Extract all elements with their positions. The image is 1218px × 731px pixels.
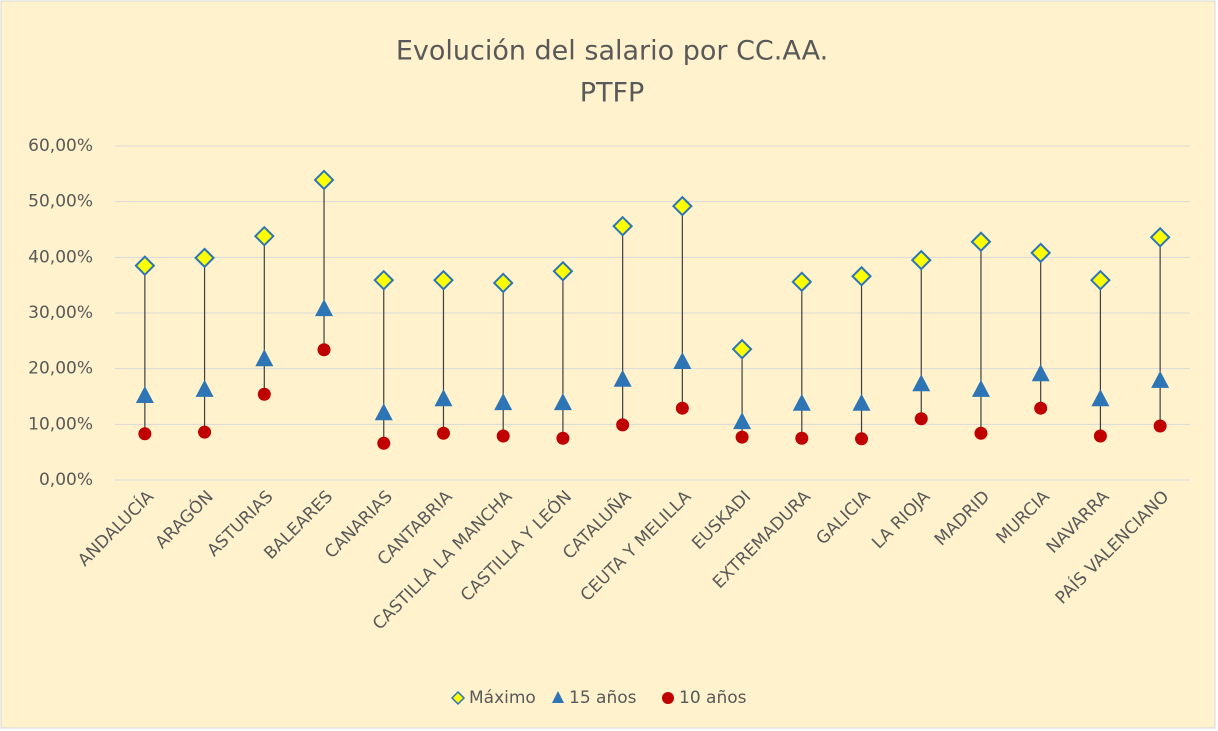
marker [198, 425, 212, 439]
marker [852, 393, 871, 411]
marker [253, 225, 275, 247]
y-tick-label: 20,00% [28, 359, 93, 379]
legend-marker [450, 690, 466, 706]
marker [135, 385, 154, 403]
marker [556, 431, 570, 445]
marker [436, 426, 450, 440]
marker [613, 369, 632, 387]
marker [974, 426, 988, 440]
marker [673, 351, 692, 369]
y-tick-label: 60,00% [28, 136, 93, 156]
marker [374, 403, 393, 421]
chart-subtitle: PTFP [580, 78, 645, 109]
legend-label: Máximo [469, 688, 536, 708]
chart-title: Evolución del salario por CC.AA. [396, 36, 828, 67]
marker [194, 247, 215, 269]
marker [914, 412, 928, 426]
marker [675, 401, 689, 415]
legend-label: 10 años [679, 688, 747, 708]
marker [494, 393, 513, 411]
legend-marker [662, 692, 674, 704]
marker [553, 393, 572, 411]
marker [910, 249, 932, 271]
marker [373, 269, 395, 291]
marker [912, 374, 931, 392]
marker [1090, 269, 1111, 291]
marker [792, 393, 811, 411]
marker [731, 338, 753, 360]
marker [433, 269, 454, 291]
marker [1151, 370, 1170, 388]
marker [255, 349, 274, 367]
marker [134, 255, 156, 277]
marker [735, 430, 749, 444]
marker [138, 427, 152, 441]
marker [492, 272, 514, 294]
marker [552, 260, 574, 282]
marker [855, 432, 869, 446]
y-tick-label: 50,00% [28, 192, 93, 212]
marker [377, 436, 391, 450]
marker [1153, 419, 1167, 433]
y-tick-label: 40,00% [28, 247, 93, 267]
marker [1149, 226, 1171, 248]
marker [313, 169, 335, 191]
marker [1093, 429, 1107, 443]
marker [671, 195, 693, 217]
marker [795, 431, 809, 445]
marker [1030, 242, 1052, 264]
marker [612, 215, 634, 237]
marker [616, 418, 630, 432]
legend-label: 15 años [569, 688, 637, 708]
y-tick-label: 10,00% [28, 414, 93, 434]
marker [315, 299, 334, 317]
legend-marker [552, 691, 564, 703]
marker [317, 343, 331, 357]
marker [1031, 364, 1050, 382]
marker [496, 429, 510, 443]
marker [971, 379, 990, 397]
marker [733, 412, 752, 430]
marker [257, 387, 271, 401]
y-tick-label: 30,00% [28, 303, 93, 323]
marker [195, 379, 214, 397]
marker [791, 271, 813, 293]
marker [1091, 389, 1110, 407]
marker [851, 265, 872, 287]
y-tick-label: 0,00% [39, 470, 93, 490]
marker [434, 389, 453, 407]
marker [970, 231, 992, 253]
marker [1034, 401, 1048, 415]
